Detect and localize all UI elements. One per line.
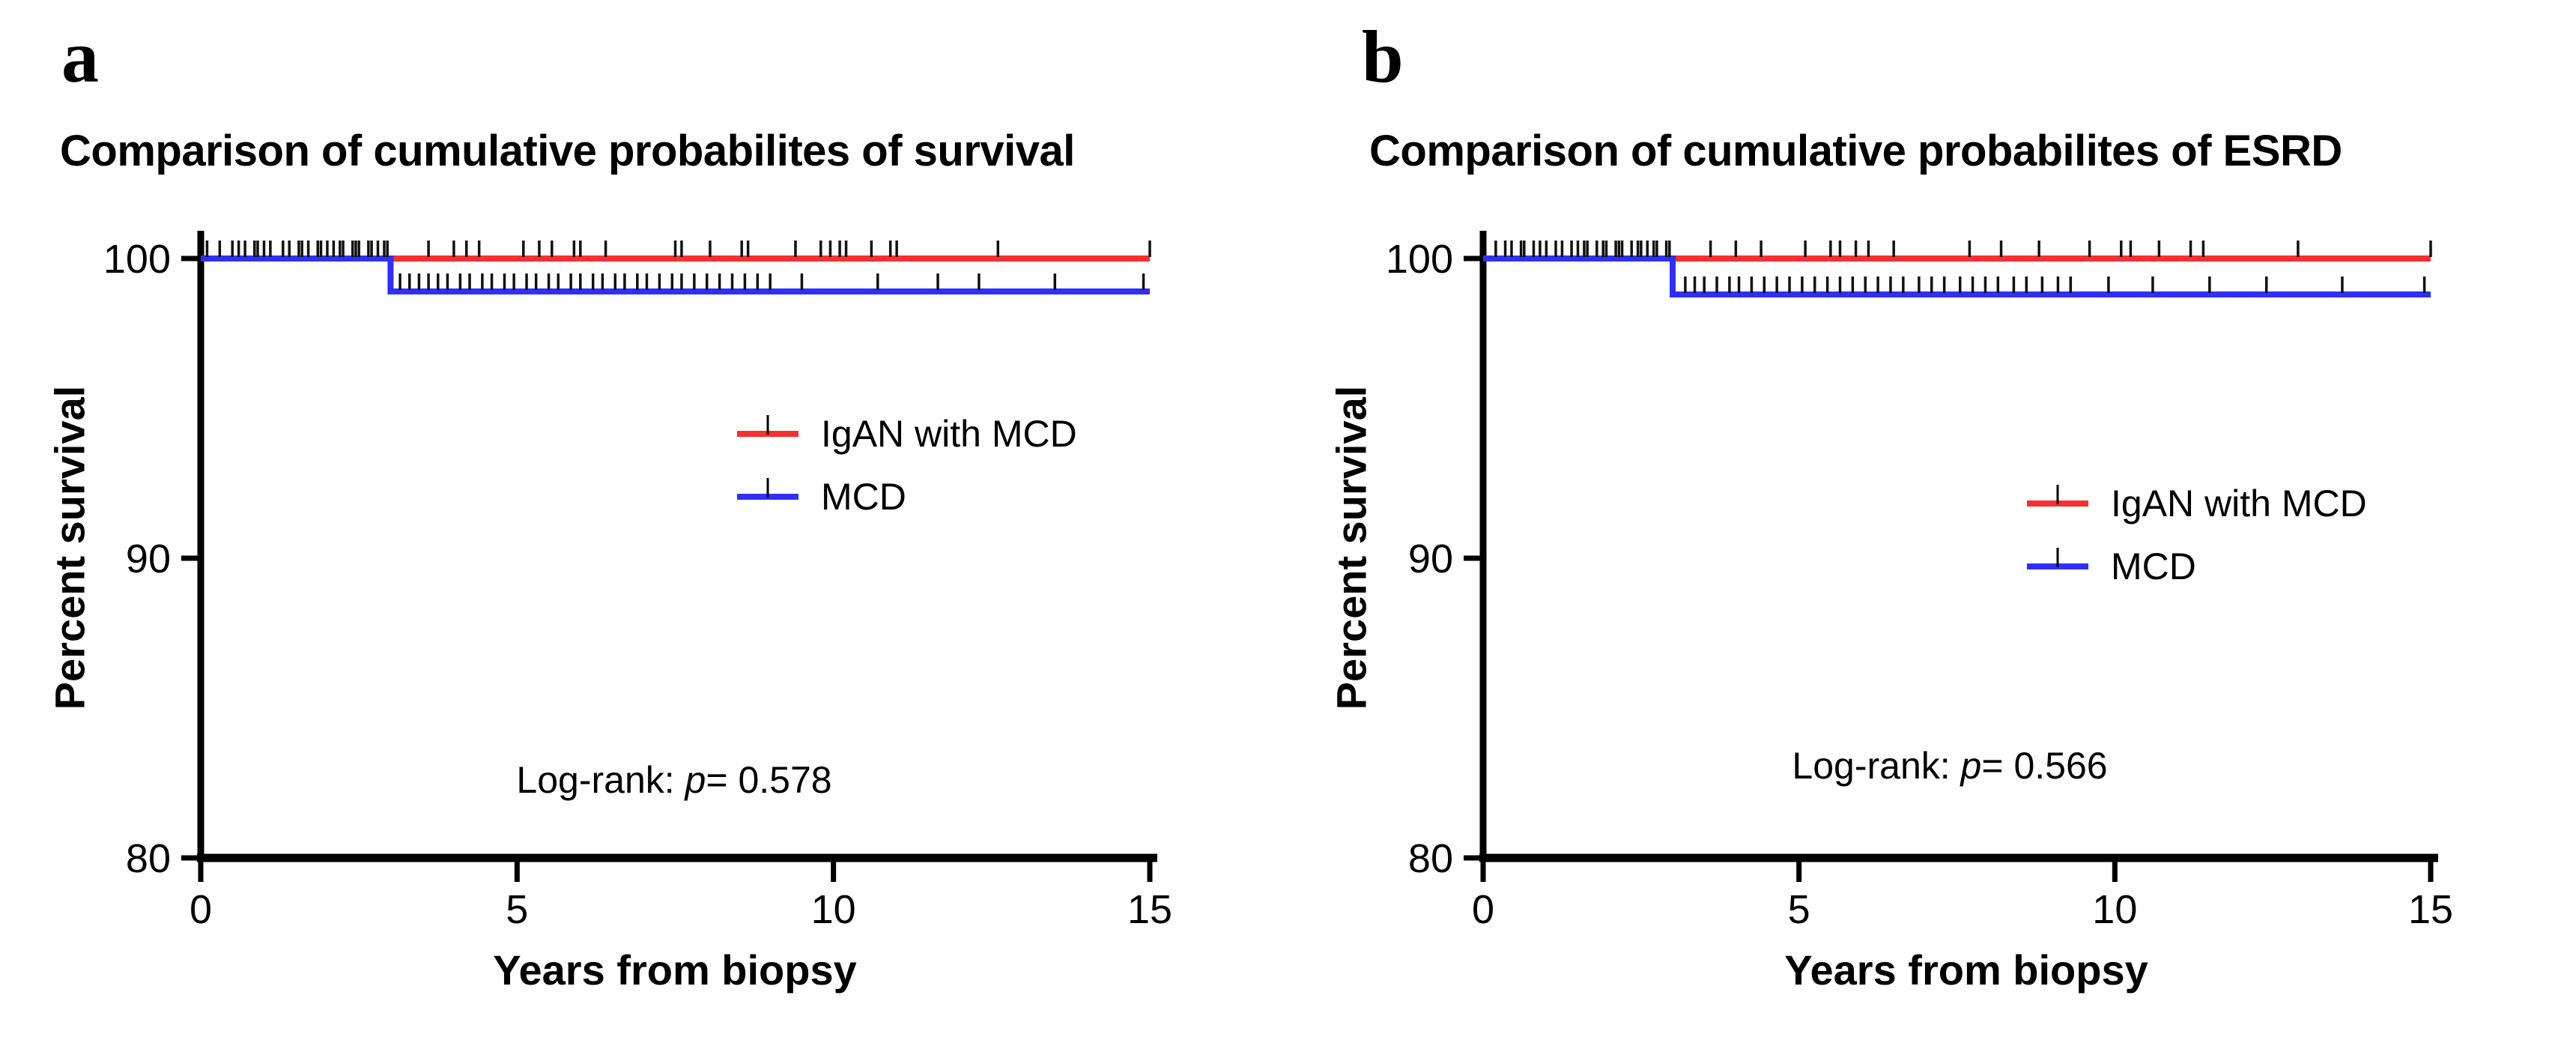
- panel-a-legend: IgAN with MCD MCD: [737, 413, 1077, 518]
- panel-b-letter: b: [1362, 15, 1404, 98]
- igan-censor-line-icon: [2027, 501, 2088, 507]
- y-tick-label: 80: [126, 836, 171, 881]
- y-tick-label: 90: [1408, 536, 1453, 581]
- mcd-survival-curve: [1483, 256, 2431, 297]
- x-tick-label: 5: [506, 887, 528, 932]
- panel-a-y-axis-title: Percent survival: [46, 385, 94, 710]
- x-tick-label: 15: [1127, 887, 1172, 932]
- panel-a-logrank-annotation: Log-rank: p= 0.578: [516, 758, 831, 802]
- logrank-text: Log-rank:: [516, 759, 685, 801]
- x-tick-label: 15: [2408, 887, 2453, 932]
- legend-entry-igan: IgAN with MCD: [2027, 483, 2367, 524]
- mcd-censor-line-icon: [737, 494, 798, 500]
- panel-a-letter: a: [61, 15, 99, 98]
- km-plot-a: 100 90 80 0 5 10 15: [103, 231, 1172, 932]
- mcd-censor-line-icon: [2027, 563, 2088, 569]
- legend-label-mcd: MCD: [2111, 545, 2196, 587]
- panel-a-x-axis-title: Years from biopsy: [493, 946, 857, 994]
- legend-label-mcd: MCD: [821, 476, 906, 518]
- legend-label-igan: IgAN with MCD: [821, 413, 1077, 455]
- mcd-survival-curve: [201, 256, 1150, 294]
- logrank-p-symbol: p: [685, 759, 706, 801]
- x-tick-label: 0: [1472, 887, 1494, 932]
- y-tick-label: 80: [1408, 836, 1453, 881]
- panel-b-legend: IgAN with MCD MCD: [2027, 483, 2367, 587]
- panel-a-title: Comparison of cumulative probabilites of…: [60, 127, 1075, 175]
- legend-label-igan: IgAN with MCD: [2111, 483, 2367, 524]
- logrank-value: = 0.566: [1981, 745, 2108, 787]
- panel-b-logrank-annotation: Log-rank: p= 0.566: [1792, 744, 2107, 787]
- y-tick-label: 90: [126, 536, 171, 581]
- x-tick-label: 10: [2092, 887, 2137, 932]
- logrank-text: Log-rank:: [1792, 745, 1961, 787]
- panel-b-title: Comparison of cumulative probabilites of…: [1369, 127, 2342, 175]
- legend-entry-mcd: MCD: [737, 476, 1077, 518]
- x-tick-label: 10: [811, 887, 856, 932]
- km-plot-b: 100 90 80 0 5 10 15: [1386, 231, 2453, 932]
- panel-b-x-axis-title: Years from biopsy: [1784, 946, 2148, 994]
- x-tick-label: 0: [190, 887, 212, 932]
- legend-entry-mcd: MCD: [2027, 545, 2367, 587]
- logrank-value: = 0.578: [706, 759, 832, 801]
- igan-censor-line-icon: [737, 431, 798, 437]
- x-tick-label: 5: [1788, 887, 1810, 932]
- y-tick-label: 100: [103, 237, 171, 282]
- legend-entry-igan: IgAN with MCD: [737, 413, 1077, 455]
- logrank-p-symbol: p: [1960, 745, 1982, 787]
- panel-b-y-axis-title: Percent survival: [1327, 385, 1375, 710]
- y-tick-label: 100: [1386, 237, 1453, 282]
